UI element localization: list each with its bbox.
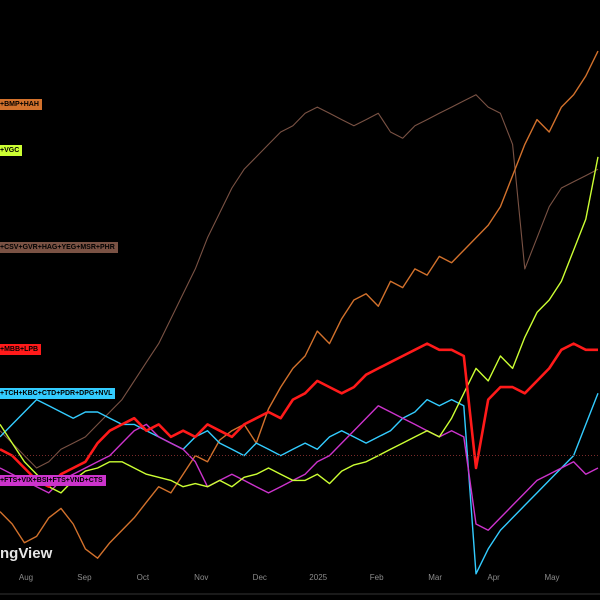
x-tick-label: Apr [487, 573, 500, 582]
series-tag-5: +TCH+KBC+CTD+PDR+DPG+NVL [0, 387, 116, 399]
series-tag-4: +MBB+LPB [0, 344, 42, 356]
x-tick-label: Oct [137, 573, 150, 582]
tradingview-watermark: ngView [0, 545, 53, 562]
series-tag-6: +FTS+VIX+BSI+FTS+VND+CTS [0, 474, 106, 486]
series-tag-2: +VGC [0, 145, 23, 157]
series-line-5 [0, 393, 599, 575]
series-tag-3: +CSV+GVR+HAG+YEG+MSR+PHR [0, 241, 118, 253]
x-tick-label: Nov [194, 573, 208, 582]
series-line-1 [0, 50, 599, 559]
x-tick-label: Aug [19, 573, 33, 582]
x-tick-label: Feb [370, 573, 384, 582]
x-tick-label: Sep [77, 573, 92, 582]
series-lines [0, 50, 599, 575]
series-line-2 [0, 156, 599, 494]
series-line-6 [0, 405, 599, 531]
x-tick-label: 2025 [309, 573, 327, 582]
series-tag-1: +BMP+HAH [0, 98, 42, 110]
x-axis: Aug Sep Oct Nov Dec 2025 Feb Mar Apr May [19, 573, 560, 582]
x-tick-label: Mar [428, 573, 442, 582]
x-tick-label: Dec [253, 573, 267, 582]
series-line-3 [0, 94, 599, 469]
x-tick-label: May [544, 573, 559, 582]
series-line-4 [0, 342, 598, 489]
